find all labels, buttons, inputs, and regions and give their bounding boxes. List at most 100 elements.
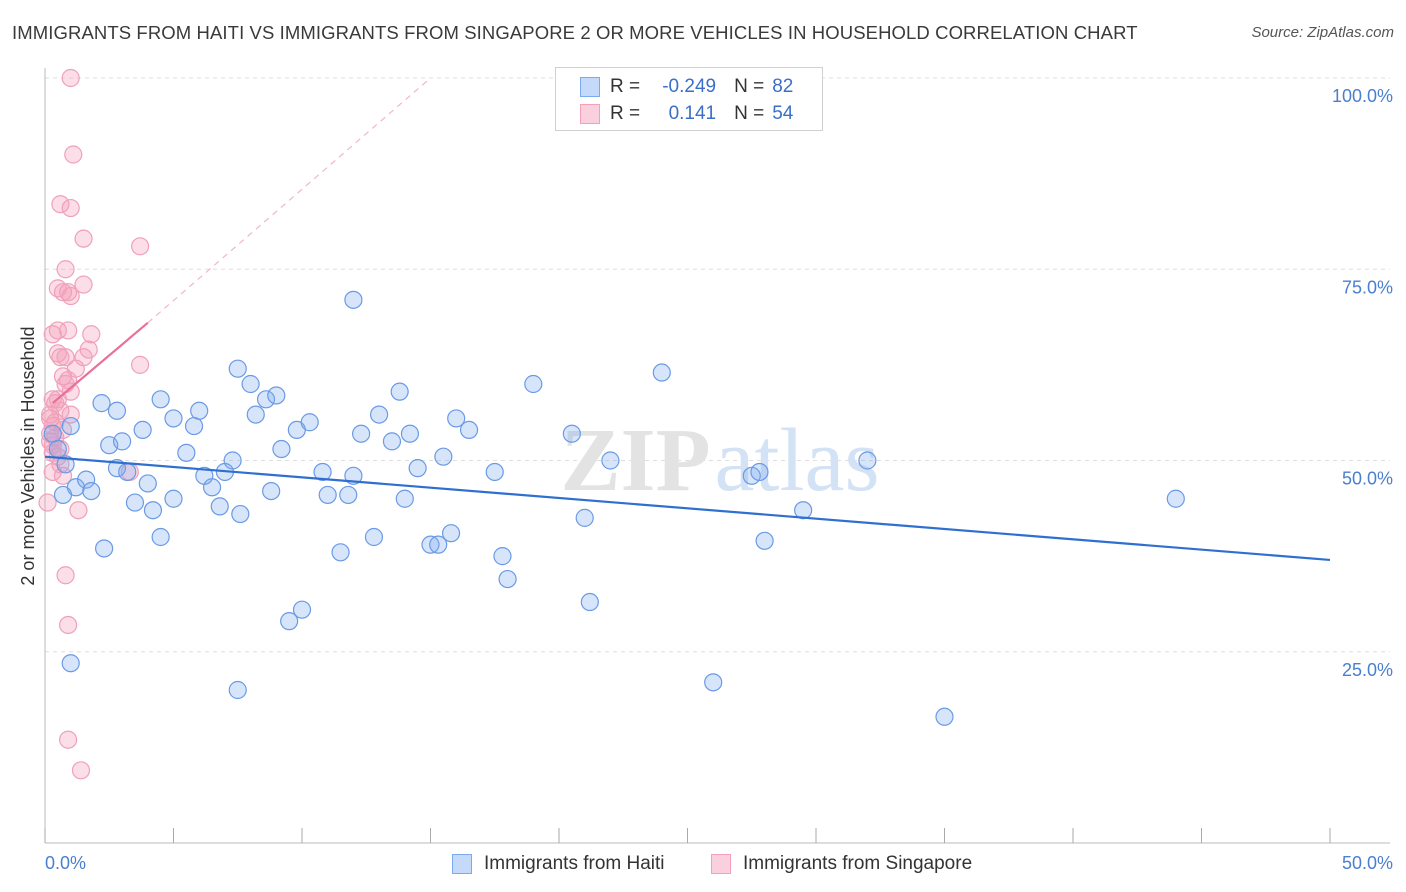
series-haiti-points: [43, 290, 1185, 726]
point-haiti-50: [485, 462, 504, 482]
point-haiti-54: [562, 424, 581, 443]
point-haiti-38: [352, 424, 371, 443]
point-haiti-45: [421, 535, 440, 554]
point-haiti-19: [164, 409, 183, 428]
point-haiti-36: [339, 485, 358, 505]
point-haiti-66: [241, 374, 260, 394]
y-tick-label-3: 25.0%: [1342, 660, 1393, 680]
point-singapore-53: [66, 359, 85, 378]
point-singapore-42: [56, 566, 75, 585]
watermark: ZIPatlas: [561, 411, 880, 510]
point-haiti-26: [231, 504, 250, 524]
point-haiti-61: [280, 612, 299, 631]
legend-n-label: N =: [734, 76, 765, 97]
legend-row-singapore: R = 0.141 N = 54: [580, 102, 793, 126]
chart-title: IMMIGRANTS FROM HAITI VS IMMIGRANTS FROM…: [12, 22, 1138, 43]
point-haiti-75: [750, 462, 769, 482]
point-singapore-38: [53, 466, 73, 485]
legend-n-label: N =: [734, 103, 765, 124]
bottom-legend-label-haiti: Immigrants from Haiti: [484, 853, 665, 874]
point-haiti-63: [61, 654, 80, 673]
point-haiti-76: [125, 493, 145, 512]
point-haiti-22: [190, 401, 209, 420]
y-tick-label-0: 100.0%: [1332, 86, 1393, 106]
point-haiti-65: [228, 359, 247, 378]
point-haiti-28: [256, 390, 276, 409]
point-haiti-59: [344, 290, 363, 309]
point-haiti-56: [580, 592, 599, 612]
point-haiti-0: [43, 424, 62, 443]
legend-r-label: R =: [610, 103, 641, 124]
gridlines: [45, 77, 1390, 653]
legend-r-label: R =: [610, 76, 641, 97]
point-singapore-4: [74, 229, 93, 248]
point-haiti-5: [77, 470, 96, 489]
point-haiti-81: [390, 382, 409, 401]
point-haiti-3: [61, 416, 80, 436]
point-haiti-67: [434, 447, 453, 466]
point-haiti-16: [143, 501, 163, 520]
point-haiti-17: [151, 390, 170, 409]
bottom-legend-singapore: Immigrants from Singapore: [711, 852, 972, 876]
trend-line-singapore: [52, 321, 149, 404]
point-haiti-48: [447, 409, 466, 428]
x-tick-labels: 0.0% 50.0%: [45, 853, 1393, 873]
point-haiti-41: [382, 432, 402, 451]
point-haiti-32: [300, 413, 319, 432]
x-tick-label-1: 50.0%: [1342, 853, 1393, 873]
point-haiti-51: [493, 547, 512, 566]
point-haiti-8: [92, 394, 111, 413]
legend-r-value-haiti: -0.249: [662, 76, 717, 97]
point-haiti-14: [133, 420, 152, 439]
point-haiti-52: [498, 569, 517, 589]
bottom-legend-swatch-singapore: [711, 854, 731, 874]
point-haiti-18: [151, 527, 170, 547]
y-tick-label-2: 50.0%: [1342, 469, 1393, 489]
source-label: Source: ZipAtlas.com: [1251, 24, 1394, 41]
point-haiti-39: [364, 527, 384, 547]
point-haiti-77: [107, 401, 127, 420]
point-haiti-53: [524, 374, 543, 394]
point-haiti-46: [429, 535, 448, 554]
point-haiti-49: [459, 420, 479, 439]
point-singapore-40: [38, 493, 57, 512]
point-singapore-9: [74, 275, 93, 294]
y-axis-label: 2 or more Vehicles in Household: [18, 326, 38, 585]
point-singapore-11: [59, 283, 78, 302]
point-haiti-44: [408, 459, 427, 478]
point-haiti-57: [601, 451, 620, 470]
point-haiti-34: [318, 485, 337, 505]
bottom-legend-haiti: Immigrants from Haiti: [452, 852, 665, 876]
point-singapore-6: [56, 260, 75, 279]
point-haiti-10: [95, 539, 114, 558]
point-singapore-3: [61, 198, 80, 218]
legend-n-value-singapore: 54: [772, 103, 794, 124]
point-singapore-43: [59, 615, 78, 635]
point-haiti-1: [48, 439, 67, 459]
legend-n-value-haiti: 82: [772, 76, 794, 97]
point-haiti-20: [177, 443, 196, 462]
point-haiti-79: [195, 466, 214, 485]
point-haiti-62: [228, 680, 247, 700]
point-haiti-27: [246, 405, 265, 424]
point-singapore-13: [43, 325, 62, 344]
point-singapore-5: [130, 237, 150, 256]
correlation-legend: R = -0.249 N = 82 R = 0.141 N = 54: [555, 67, 823, 131]
point-singapore-1: [64, 145, 83, 164]
x-tick-label-0: 0.0%: [45, 853, 86, 873]
point-haiti-73: [935, 707, 954, 726]
point-haiti-42: [395, 489, 414, 508]
bottom-legend-label-singapore: Immigrants from Singapore: [743, 853, 973, 874]
point-singapore-41: [69, 501, 88, 520]
point-haiti-55: [575, 508, 594, 527]
point-singapore-2: [51, 195, 70, 214]
point-haiti-43: [400, 424, 420, 443]
point-singapore-45: [71, 761, 91, 780]
point-haiti-64: [210, 497, 229, 516]
point-haiti-78: [164, 489, 183, 508]
legend-r-value-singapore: 0.141: [668, 103, 717, 124]
point-singapore-44: [59, 730, 78, 749]
legend-row-haiti: R = -0.249 N = 82: [580, 75, 793, 99]
point-singapore-19: [56, 348, 75, 367]
